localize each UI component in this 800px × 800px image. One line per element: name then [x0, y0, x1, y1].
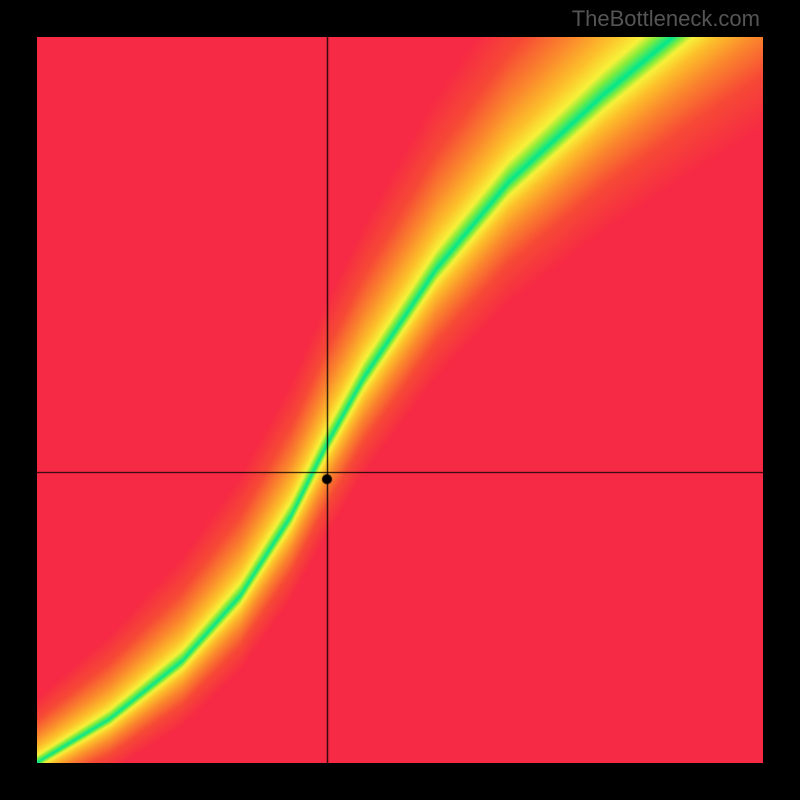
heatmap-canvas: [37, 37, 763, 763]
bottleneck-heatmap: [37, 37, 763, 763]
watermark-text: TheBottleneck.com: [572, 6, 760, 32]
